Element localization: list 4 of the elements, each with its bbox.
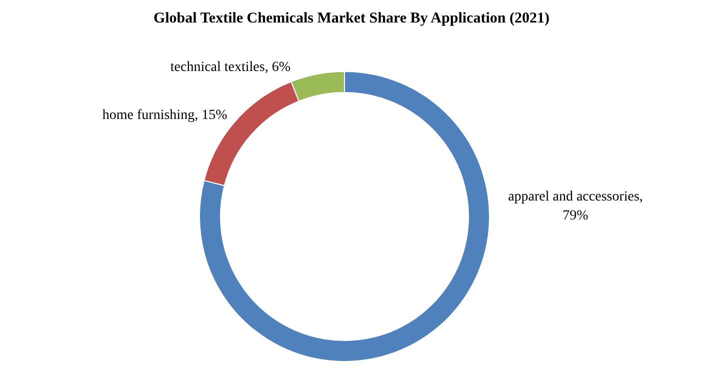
- slice-label: home furnishing, 15%: [102, 108, 228, 123]
- slice-label: technical textiles, 6%: [170, 60, 291, 75]
- chart-title: Global Textile Chemicals Market Share By Application (2021): [153, 10, 550, 26]
- slice-label: apparel and accessories, 79%: [508, 190, 643, 224]
